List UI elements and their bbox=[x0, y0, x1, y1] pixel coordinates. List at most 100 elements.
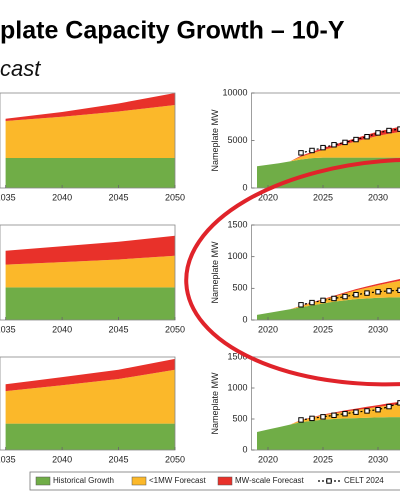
line-series bbox=[300, 402, 400, 421]
slide-title: plate Capacity Growth – 10-Y bbox=[0, 17, 345, 45]
slide-subtitle: cast bbox=[0, 56, 41, 81]
area-series bbox=[257, 297, 400, 320]
area-series bbox=[257, 417, 400, 450]
chart-panel: 2035 2040 2045 2050 bbox=[0, 92, 185, 202]
area-series bbox=[5, 93, 175, 121]
line-marker bbox=[353, 409, 359, 415]
plot-area bbox=[5, 235, 175, 320]
area-series bbox=[257, 401, 400, 432]
line-marker bbox=[364, 408, 370, 414]
plot-frame bbox=[0, 92, 176, 189]
line-marker bbox=[298, 150, 304, 156]
x-tick-label: 2050 bbox=[165, 324, 185, 334]
line-marker bbox=[375, 130, 381, 136]
area-series bbox=[257, 126, 400, 167]
x-tick-label: 2045 bbox=[109, 324, 129, 334]
line-series bbox=[300, 289, 400, 306]
plot-area bbox=[5, 358, 175, 450]
y-axis-label: Nameplate MW bbox=[210, 109, 220, 172]
x-tick-label: 2025 bbox=[313, 324, 333, 334]
x-tick-label: 2035 bbox=[0, 192, 16, 202]
legend-swatch bbox=[35, 476, 51, 486]
legend-box bbox=[29, 471, 400, 491]
line-marker bbox=[309, 147, 315, 154]
line-marker bbox=[375, 407, 381, 413]
x-tick-label: 2045 bbox=[109, 192, 129, 202]
plot-area bbox=[257, 400, 400, 450]
line-marker bbox=[309, 299, 315, 306]
x-tick-label: 2035 bbox=[0, 324, 16, 334]
line-marker bbox=[386, 288, 392, 294]
area-series bbox=[257, 279, 400, 315]
area-series bbox=[5, 158, 175, 188]
x-tick-label: 2040 bbox=[52, 454, 72, 464]
plot-frame bbox=[251, 356, 400, 451]
legend-marker bbox=[326, 478, 332, 484]
x-tick-label: 2025 bbox=[313, 192, 333, 202]
plot-area bbox=[257, 126, 400, 188]
plot-frame bbox=[251, 224, 400, 321]
plot-frame bbox=[0, 224, 176, 321]
y-axis-label: Nameplate MW bbox=[210, 372, 220, 435]
line-marker bbox=[364, 290, 370, 296]
legend: Historical Growth <1MW Forecast MW-scale F… bbox=[35, 476, 384, 486]
line-marker bbox=[331, 142, 337, 148]
legend-label: Historical Growth bbox=[53, 476, 114, 485]
chart-panel: 2020 2025 2030 0 500 1000 1500 Nameplate MW bbox=[210, 219, 400, 334]
y-tick-label: 1000 bbox=[227, 251, 247, 261]
line-marker bbox=[364, 134, 370, 140]
x-tick-label: 2030 bbox=[368, 192, 388, 202]
line-marker bbox=[386, 403, 392, 410]
y-tick-label: 500 bbox=[232, 413, 247, 423]
y-tick-label: 1500 bbox=[227, 351, 247, 361]
line-marker bbox=[298, 417, 304, 423]
line-marker bbox=[320, 297, 326, 304]
chart-panel: 2020 2025 2030 0 500 1000 1500 Nameplate MW bbox=[210, 351, 400, 464]
y-tick-label: 1000 bbox=[227, 382, 247, 392]
x-tick-label: 2025 bbox=[313, 454, 333, 464]
line-marker bbox=[342, 411, 348, 417]
x-tick-label: 2030 bbox=[368, 324, 388, 334]
y-tick-label: 5000 bbox=[227, 135, 247, 145]
plot-area bbox=[257, 279, 400, 320]
y-tick-label: 0 bbox=[242, 314, 247, 324]
line-marker bbox=[353, 136, 359, 143]
chart-panel: 2035 2040 2045 2050 bbox=[0, 224, 185, 334]
chart-panel: 2020 2025 2030 0 5000 10000 Nameplate MW bbox=[210, 87, 400, 202]
x-tick-label: 2020 bbox=[258, 192, 278, 202]
plot-area bbox=[5, 93, 175, 188]
line-marker bbox=[342, 293, 348, 300]
legend-label: MW-scale Forecast bbox=[235, 476, 305, 485]
line-marker bbox=[386, 127, 392, 134]
area-series bbox=[5, 369, 175, 424]
y-tick-label: 10000 bbox=[222, 87, 247, 97]
y-tick-label: 1500 bbox=[227, 219, 247, 229]
x-tick-label: 2040 bbox=[52, 192, 72, 202]
chart-panel: 2035 2040 2045 2050 bbox=[0, 356, 185, 464]
x-tick-label: 2040 bbox=[52, 324, 72, 334]
line-marker bbox=[331, 295, 337, 302]
y-tick-label: 0 bbox=[242, 444, 247, 454]
area-series bbox=[5, 255, 175, 288]
x-tick-label: 2050 bbox=[165, 192, 185, 202]
x-tick-label: 2050 bbox=[165, 454, 185, 464]
line-marker bbox=[342, 139, 348, 146]
line-marker bbox=[375, 289, 381, 295]
area-series bbox=[257, 404, 400, 432]
area-series bbox=[5, 287, 175, 320]
line-marker bbox=[353, 291, 359, 298]
x-tick-label: 2035 bbox=[0, 454, 16, 464]
line-marker bbox=[320, 144, 326, 151]
area-series bbox=[257, 131, 400, 167]
plot-frame bbox=[0, 356, 176, 451]
legend-label: CELT 2024 bbox=[344, 476, 384, 485]
line-marker bbox=[298, 302, 304, 308]
line-marker bbox=[320, 414, 326, 420]
line-marker bbox=[309, 415, 315, 422]
highlight-ellipse bbox=[184, 157, 400, 387]
area-series bbox=[5, 235, 175, 265]
charts: 20352040204520502020202520300500010000Na… bbox=[0, 87, 400, 464]
x-tick-label: 2030 bbox=[368, 454, 388, 464]
